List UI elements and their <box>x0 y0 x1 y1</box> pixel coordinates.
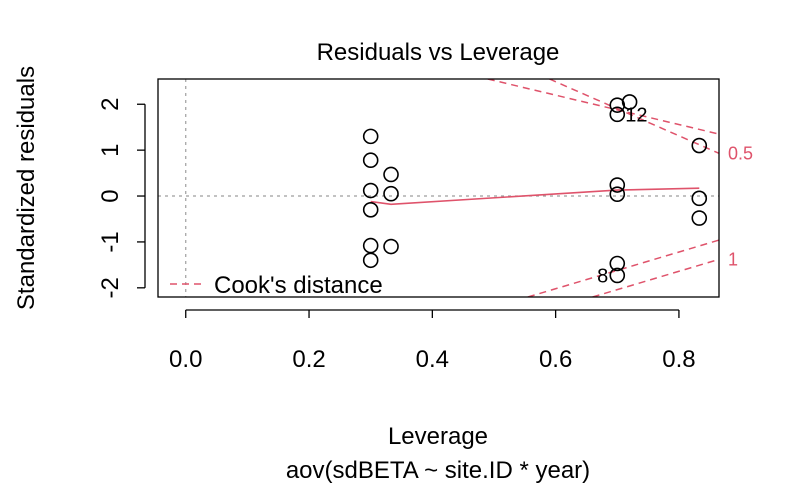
data-point <box>362 182 379 199</box>
x-tick-label: 0.2 <box>292 346 325 373</box>
plot-area: 12 8 <box>158 79 719 297</box>
legend: Cook's distance <box>170 272 383 299</box>
y-tick-label: 2 <box>97 98 124 111</box>
cooks-distance-labels: 0.51 <box>728 143 753 269</box>
data-point <box>609 267 626 284</box>
legend-cooks-distance-label: Cook's distance <box>214 272 383 299</box>
data-point <box>362 202 379 218</box>
y-axis: -2 -1 0 1 2 <box>97 98 146 298</box>
cooks-contour-1-lower <box>592 258 719 297</box>
data-point <box>362 237 379 254</box>
x-axis: 0.0 0.2 0.4 0.6 0.8 <box>169 309 696 373</box>
cooks-label: 0.5 <box>728 143 753 163</box>
x-tick-label: 0.4 <box>416 346 449 373</box>
x-tick-label: 0.6 <box>539 346 572 373</box>
data-point <box>362 152 379 169</box>
y-tick-label: -2 <box>97 277 124 298</box>
data-point <box>609 255 626 272</box>
data-point <box>362 252 379 269</box>
data-point <box>609 106 626 123</box>
x-tick-label: 0.0 <box>169 346 202 373</box>
data-point <box>383 238 399 255</box>
data-point <box>691 210 708 226</box>
cooks-contour-0-5-lower <box>527 239 719 297</box>
y-tick-label: 0 <box>97 189 124 202</box>
x-axis-label: Leverage <box>388 423 488 450</box>
chart-title: Residuals vs Leverage <box>317 39 560 66</box>
data-point <box>691 190 708 207</box>
cooks-contour-1-upper <box>549 79 719 155</box>
y-tick-label: -1 <box>97 231 124 252</box>
data-point <box>621 94 638 110</box>
x-tick-label: 0.8 <box>662 346 695 373</box>
point-label-8: 8 <box>597 265 608 287</box>
data-point <box>609 177 626 193</box>
smoother-line <box>370 187 700 206</box>
y-axis-label: Standardized residuals <box>13 66 40 310</box>
plot-frame <box>157 78 720 298</box>
data-point <box>383 185 399 202</box>
data-point <box>362 128 379 145</box>
cooks-label: 1 <box>728 249 738 269</box>
data-point <box>383 166 399 183</box>
data-point <box>609 186 626 202</box>
cooks-contour-0-5-upper <box>487 79 719 135</box>
y-tick-label: 1 <box>97 143 124 156</box>
point-label-12: 12 <box>625 104 647 126</box>
data-point <box>691 137 708 154</box>
chart-subtitle: aov(sdBETA ~ site.ID * year) <box>286 457 590 484</box>
